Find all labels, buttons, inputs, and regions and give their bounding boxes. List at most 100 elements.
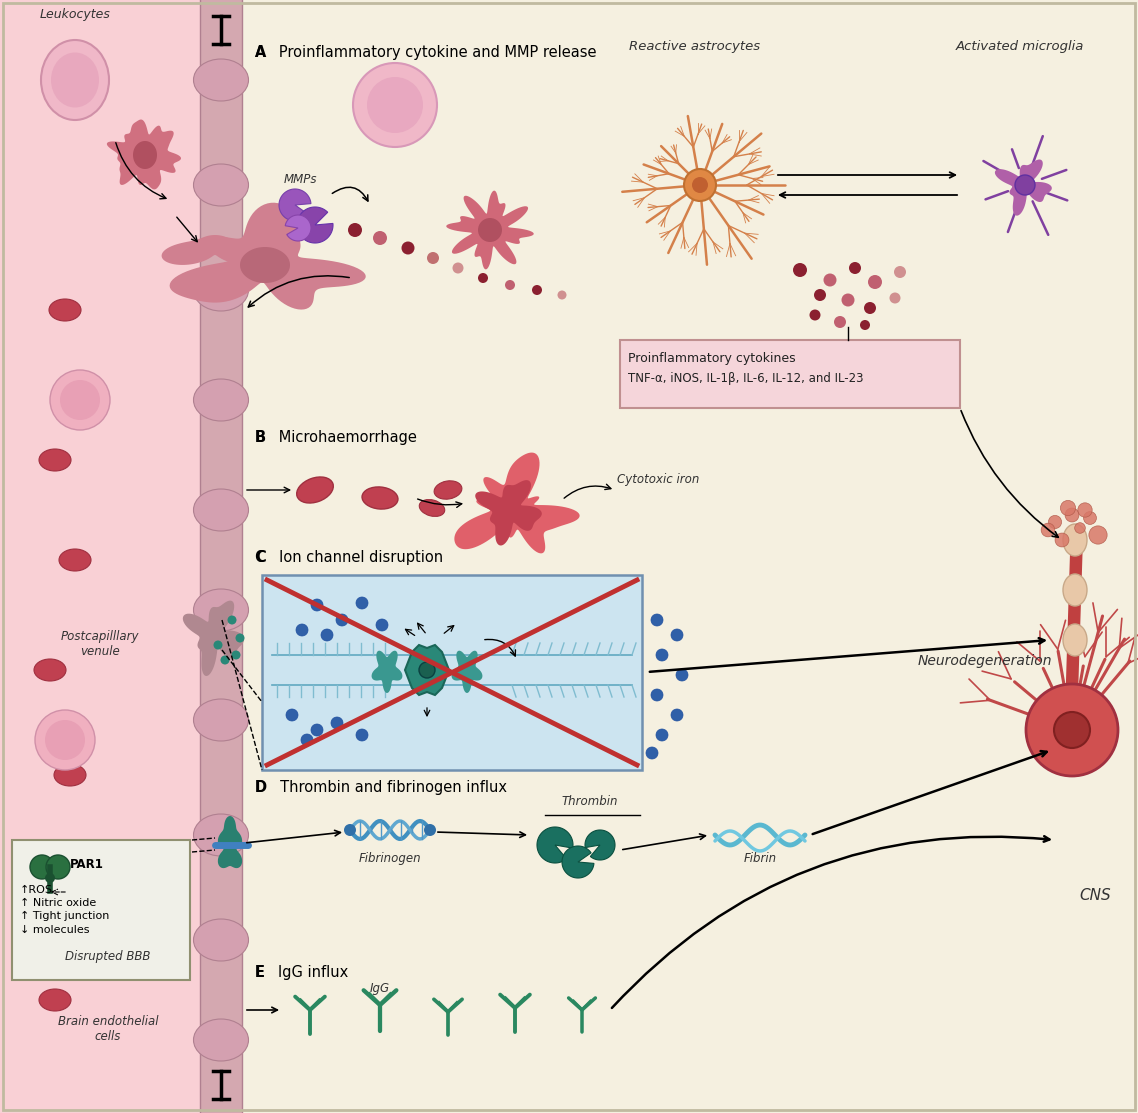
- Ellipse shape: [193, 380, 248, 421]
- Circle shape: [228, 615, 237, 624]
- Text: Activated microglia: Activated microglia: [956, 40, 1085, 53]
- Polygon shape: [562, 846, 594, 878]
- Circle shape: [834, 316, 846, 328]
- Polygon shape: [217, 816, 242, 848]
- Circle shape: [1082, 510, 1098, 526]
- Circle shape: [1054, 712, 1090, 748]
- Text: Thrombin: Thrombin: [562, 795, 618, 808]
- Circle shape: [676, 669, 688, 681]
- Ellipse shape: [419, 500, 445, 516]
- Circle shape: [1026, 684, 1118, 776]
- Circle shape: [344, 824, 356, 836]
- Text: Fibrin: Fibrin: [743, 851, 776, 865]
- Ellipse shape: [49, 299, 81, 321]
- Circle shape: [824, 274, 836, 286]
- Polygon shape: [170, 203, 365, 309]
- Text: Disrupted BBB: Disrupted BBB: [65, 951, 150, 963]
- Text: D: D: [255, 780, 267, 795]
- Ellipse shape: [1063, 524, 1087, 556]
- Ellipse shape: [193, 919, 248, 961]
- Circle shape: [356, 597, 368, 609]
- Ellipse shape: [193, 1020, 248, 1061]
- Text: Reactive astrocytes: Reactive astrocytes: [629, 40, 760, 53]
- Polygon shape: [0, 0, 220, 1113]
- Circle shape: [424, 824, 436, 836]
- Circle shape: [30, 855, 53, 879]
- Circle shape: [894, 266, 906, 278]
- Circle shape: [231, 650, 240, 660]
- Circle shape: [373, 232, 387, 245]
- Text: IgG: IgG: [370, 982, 390, 995]
- Ellipse shape: [44, 879, 76, 902]
- Polygon shape: [286, 215, 311, 242]
- Ellipse shape: [193, 59, 248, 101]
- Polygon shape: [200, 0, 242, 1113]
- Ellipse shape: [362, 486, 398, 509]
- Circle shape: [558, 290, 567, 299]
- Circle shape: [478, 218, 502, 242]
- Polygon shape: [107, 119, 181, 189]
- Circle shape: [793, 263, 807, 277]
- Circle shape: [296, 624, 308, 636]
- Circle shape: [1061, 500, 1075, 515]
- Ellipse shape: [193, 269, 248, 311]
- Circle shape: [814, 289, 826, 301]
- Circle shape: [860, 321, 869, 329]
- Polygon shape: [452, 651, 483, 693]
- Circle shape: [46, 873, 55, 883]
- Text: Leukocytes: Leukocytes: [40, 8, 110, 21]
- Text: D   Thrombin and fibrinogen influx: D Thrombin and fibrinogen influx: [255, 780, 508, 795]
- Circle shape: [1065, 508, 1079, 522]
- Text: ↑ROS
↑ Nitric oxide
↑ Tight junction
↓ molecules: ↑ROS ↑ Nitric oxide ↑ Tight junction ↓ m…: [20, 885, 109, 935]
- Circle shape: [505, 280, 516, 290]
- Circle shape: [1073, 521, 1087, 535]
- Polygon shape: [372, 651, 403, 693]
- Polygon shape: [133, 141, 157, 169]
- Circle shape: [809, 309, 820, 321]
- Text: A: A: [255, 45, 266, 60]
- Circle shape: [890, 293, 900, 304]
- Circle shape: [684, 169, 716, 201]
- Circle shape: [1038, 520, 1058, 540]
- Circle shape: [321, 629, 333, 641]
- Polygon shape: [446, 190, 534, 269]
- Ellipse shape: [193, 699, 248, 741]
- Circle shape: [419, 662, 435, 678]
- Ellipse shape: [193, 589, 248, 631]
- Circle shape: [849, 262, 861, 274]
- FancyBboxPatch shape: [620, 339, 960, 408]
- Text: MMPs: MMPs: [283, 173, 316, 186]
- Circle shape: [478, 273, 488, 283]
- Polygon shape: [585, 830, 615, 860]
- Circle shape: [453, 263, 463, 274]
- Polygon shape: [454, 453, 579, 553]
- Ellipse shape: [1063, 574, 1087, 605]
- Text: A   Proinflammatory cytokine and MMP release: A Proinflammatory cytokine and MMP relea…: [255, 45, 596, 60]
- Circle shape: [35, 710, 94, 770]
- FancyBboxPatch shape: [262, 575, 642, 770]
- Polygon shape: [183, 601, 244, 676]
- Text: Cytotoxic iron: Cytotoxic iron: [617, 473, 699, 486]
- Polygon shape: [537, 827, 574, 863]
- Ellipse shape: [39, 449, 71, 471]
- Circle shape: [286, 709, 298, 721]
- Text: Brain endothelial
cells: Brain endothelial cells: [58, 1015, 158, 1043]
- Text: Neurodegeneration: Neurodegeneration: [917, 654, 1053, 668]
- Circle shape: [692, 177, 708, 193]
- Text: B   Microhaemorrhage: B Microhaemorrhage: [255, 430, 417, 445]
- Text: E: E: [255, 965, 265, 981]
- Circle shape: [841, 294, 855, 306]
- Circle shape: [331, 717, 343, 729]
- Circle shape: [402, 242, 414, 255]
- Ellipse shape: [53, 764, 86, 786]
- Polygon shape: [279, 189, 311, 221]
- Text: TNF-α, iNOS, IL-1β, IL-6, IL-12, and IL-23: TNF-α, iNOS, IL-1β, IL-6, IL-12, and IL-…: [628, 372, 864, 385]
- Circle shape: [311, 723, 323, 736]
- Circle shape: [864, 302, 876, 314]
- Ellipse shape: [193, 164, 248, 206]
- Circle shape: [427, 252, 439, 264]
- Circle shape: [311, 599, 323, 611]
- Polygon shape: [476, 480, 542, 545]
- Ellipse shape: [193, 814, 248, 856]
- Circle shape: [221, 656, 230, 664]
